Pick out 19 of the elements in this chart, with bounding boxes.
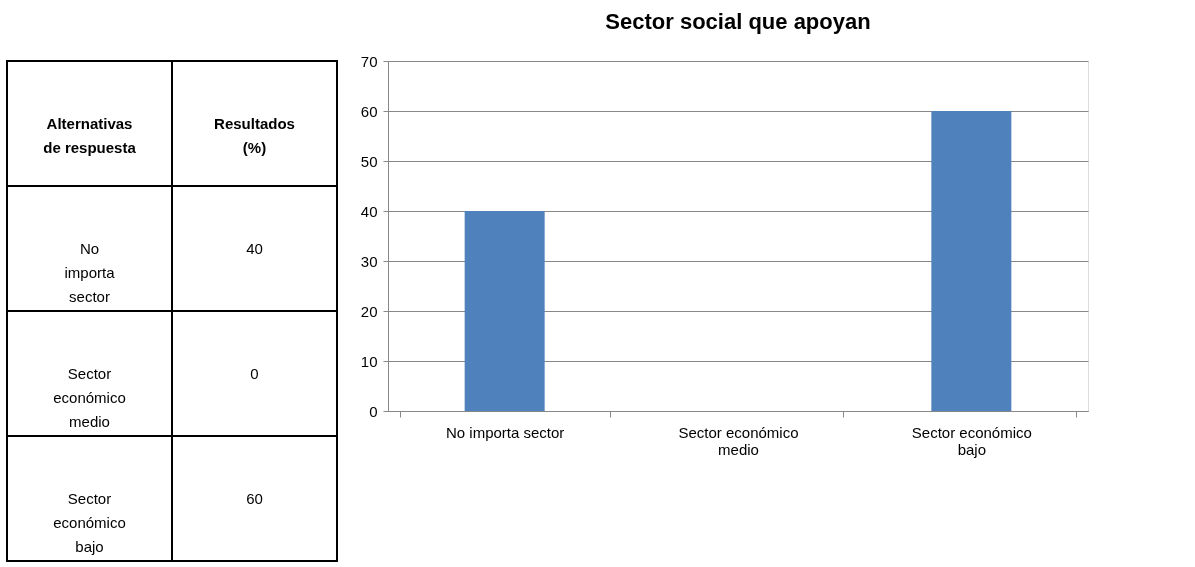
y-tick-label: 0: [369, 402, 378, 420]
data-label: 0: [250, 364, 259, 382]
y-tick-label: 50: [360, 152, 378, 170]
x-tick-label: No importa sector: [445, 423, 565, 441]
y-tick-label: 70: [360, 52, 378, 70]
text: Resultados (%): [214, 114, 295, 156]
category-label: Sector económico bajo: [53, 489, 126, 555]
x-tick-label: Sector económico medio: [678, 423, 799, 458]
data-label: 60: [246, 489, 263, 507]
category-label: No importa sector: [64, 239, 116, 305]
y-tick-label: 20: [360, 302, 378, 320]
y-tick-label: 10: [360, 352, 378, 370]
chart-title: Sector social que apoyan: [605, 9, 871, 34]
data-label: 40: [246, 239, 263, 257]
y-tick-label: 60: [360, 102, 378, 120]
text: Alternativas de respuesta: [43, 114, 137, 156]
y-tick-label: 40: [360, 202, 378, 220]
y-tick-label: 30: [360, 252, 378, 270]
x-tick-label: Sector económico bajo: [911, 423, 1032, 458]
